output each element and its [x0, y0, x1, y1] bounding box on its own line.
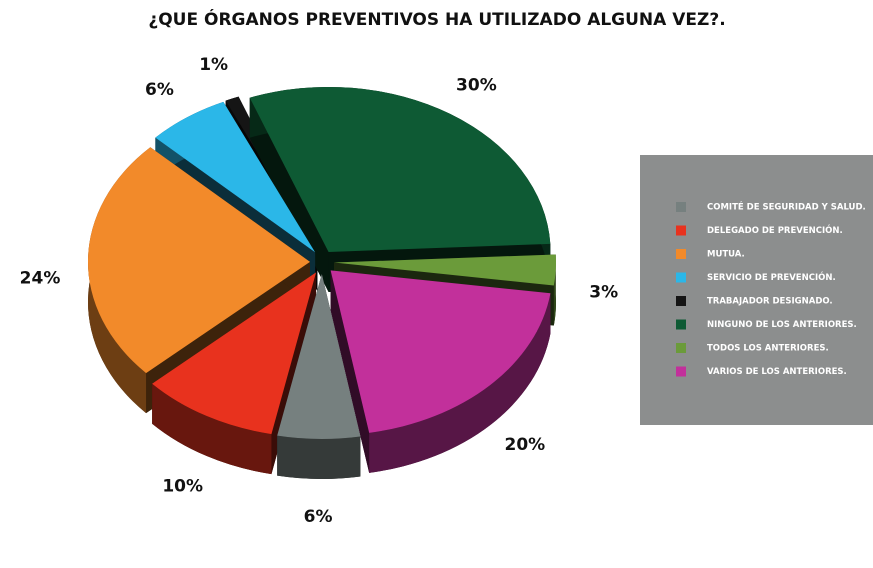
data-label: 1% — [199, 55, 228, 75]
legend-swatch — [676, 343, 686, 353]
slice — [330, 270, 551, 473]
slice — [88, 147, 311, 374]
legend-box — [640, 155, 873, 425]
legend-swatch — [676, 202, 686, 212]
legend-swatch — [676, 249, 686, 259]
legend-label: MUTUA. — [707, 250, 745, 260]
legend-swatch — [676, 272, 686, 283]
slice — [277, 273, 361, 479]
data-label: 6% — [145, 80, 174, 100]
legend-label: SERVICIO DE PREVENCIÓN. — [707, 271, 836, 283]
slice-wall — [330, 270, 370, 473]
legend-label: DELEGADO DE PREVENCIÓN. — [707, 224, 843, 236]
legend-swatch — [676, 225, 686, 236]
legend-label: VARIOS DE LOS ANTERIORES. — [707, 367, 847, 377]
legend-label: COMITÉ DE SEGURIDAD Y SALUD. — [707, 201, 866, 213]
slice — [277, 273, 361, 439]
legend-label: NINGUNO DE LOS ANTERIORES. — [707, 320, 857, 330]
legend-swatch — [676, 296, 686, 306]
chart-title: ¿QUE ÓRGANOS PREVENTIVOS HA UTILIZADO AL… — [148, 8, 725, 30]
slice — [330, 270, 551, 433]
slice — [152, 272, 317, 475]
slice — [333, 254, 556, 286]
slice-side — [152, 383, 272, 475]
data-label: 20% — [505, 435, 546, 455]
legend-swatch — [676, 319, 686, 330]
data-label: 30% — [456, 75, 497, 95]
legend-label: TODOS LOS ANTERIORES. — [707, 344, 829, 354]
legend-label: TRABAJADOR DESIGNADO. — [707, 297, 833, 307]
slice — [152, 272, 317, 435]
data-label: 10% — [162, 476, 203, 496]
slice — [249, 86, 551, 252]
slice-side — [369, 293, 551, 473]
slice-side — [553, 254, 556, 326]
slice — [155, 101, 316, 253]
slice-side — [277, 435, 361, 479]
legend-swatch — [676, 366, 686, 377]
data-label: 3% — [589, 283, 618, 303]
data-label: 24% — [20, 269, 61, 289]
data-label: 6% — [304, 507, 333, 527]
